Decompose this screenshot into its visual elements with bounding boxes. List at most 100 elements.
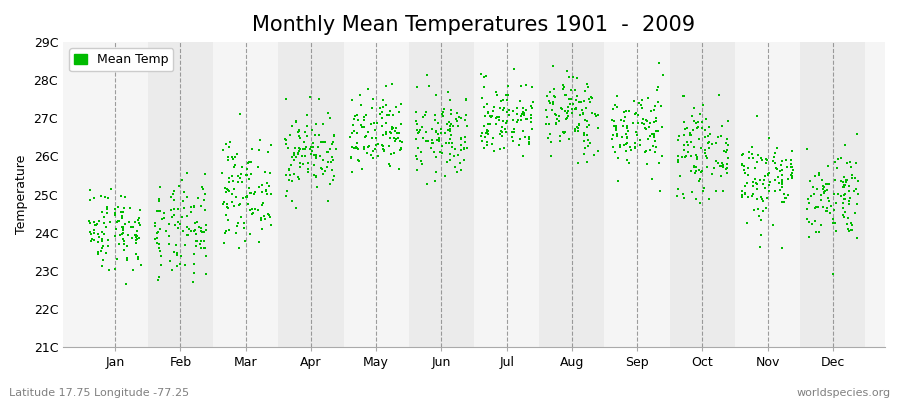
Point — [148, 223, 162, 230]
Point — [556, 86, 571, 92]
Point — [196, 237, 211, 244]
Point — [444, 151, 458, 157]
Point — [828, 220, 842, 226]
Point — [130, 217, 145, 224]
Point — [845, 172, 859, 178]
Point — [440, 126, 454, 133]
Point — [301, 160, 315, 166]
Point — [347, 128, 362, 134]
Point — [766, 158, 780, 164]
Point — [414, 160, 428, 167]
Point — [815, 204, 830, 210]
Point — [548, 121, 562, 127]
Point — [691, 136, 706, 142]
Point — [448, 146, 463, 152]
Bar — [670, 42, 735, 347]
Point — [87, 227, 102, 234]
Point — [684, 153, 698, 160]
Point — [580, 118, 594, 125]
Point — [649, 143, 663, 150]
Point — [295, 161, 310, 168]
Point — [259, 188, 274, 194]
Point — [446, 153, 461, 160]
Point — [418, 109, 433, 115]
Point — [609, 125, 624, 132]
Point — [785, 175, 799, 181]
Point — [613, 142, 627, 148]
Point — [735, 194, 750, 200]
Point — [434, 126, 448, 132]
Point — [510, 116, 525, 123]
Point — [588, 152, 602, 158]
Point — [570, 106, 584, 112]
Point — [444, 121, 458, 128]
Point — [231, 220, 246, 227]
Point — [442, 140, 456, 146]
Point — [507, 128, 521, 135]
Point — [831, 191, 845, 197]
Point — [491, 114, 506, 120]
Point — [438, 140, 453, 146]
Point — [638, 125, 652, 132]
Point — [837, 192, 851, 198]
Point — [654, 102, 669, 109]
Point — [648, 149, 662, 155]
Point — [582, 96, 597, 102]
Point — [120, 256, 134, 263]
Point — [750, 159, 764, 165]
Point — [634, 102, 649, 108]
Point — [284, 162, 298, 168]
Point — [428, 148, 442, 155]
Point — [824, 202, 838, 209]
Point — [349, 112, 364, 119]
Point — [481, 128, 495, 135]
Point — [151, 229, 166, 236]
Point — [244, 190, 258, 196]
Point — [94, 235, 109, 242]
Point — [305, 147, 320, 154]
Point — [132, 215, 147, 222]
Point — [785, 173, 799, 179]
Point — [282, 166, 296, 172]
Point — [842, 195, 857, 201]
Point — [375, 96, 390, 103]
Point — [83, 220, 97, 226]
Point — [296, 139, 310, 145]
Point — [392, 147, 407, 154]
Point — [328, 132, 342, 139]
Point — [806, 184, 821, 190]
Point — [445, 144, 459, 150]
Point — [125, 223, 140, 230]
Point — [162, 233, 176, 239]
Point — [633, 142, 647, 148]
Point — [748, 164, 762, 171]
Point — [166, 212, 181, 218]
Point — [166, 191, 180, 197]
Point — [365, 96, 380, 102]
Point — [414, 149, 428, 155]
Point — [190, 238, 204, 244]
Point — [616, 142, 631, 149]
Point — [116, 224, 130, 230]
Point — [91, 230, 105, 237]
Point — [481, 121, 495, 128]
Point — [151, 245, 166, 252]
Point — [637, 120, 652, 127]
Bar — [83, 42, 148, 347]
Point — [848, 210, 862, 216]
Point — [842, 201, 857, 208]
Point — [309, 120, 323, 127]
Point — [655, 124, 670, 130]
Point — [222, 175, 237, 182]
Point — [716, 187, 730, 194]
Point — [518, 134, 532, 140]
Point — [456, 145, 471, 152]
Point — [525, 114, 539, 121]
Point — [157, 210, 171, 217]
Point — [526, 99, 540, 106]
Point — [692, 178, 706, 185]
Point — [680, 153, 694, 160]
Point — [285, 198, 300, 204]
Point — [391, 134, 405, 141]
Point — [100, 206, 114, 212]
